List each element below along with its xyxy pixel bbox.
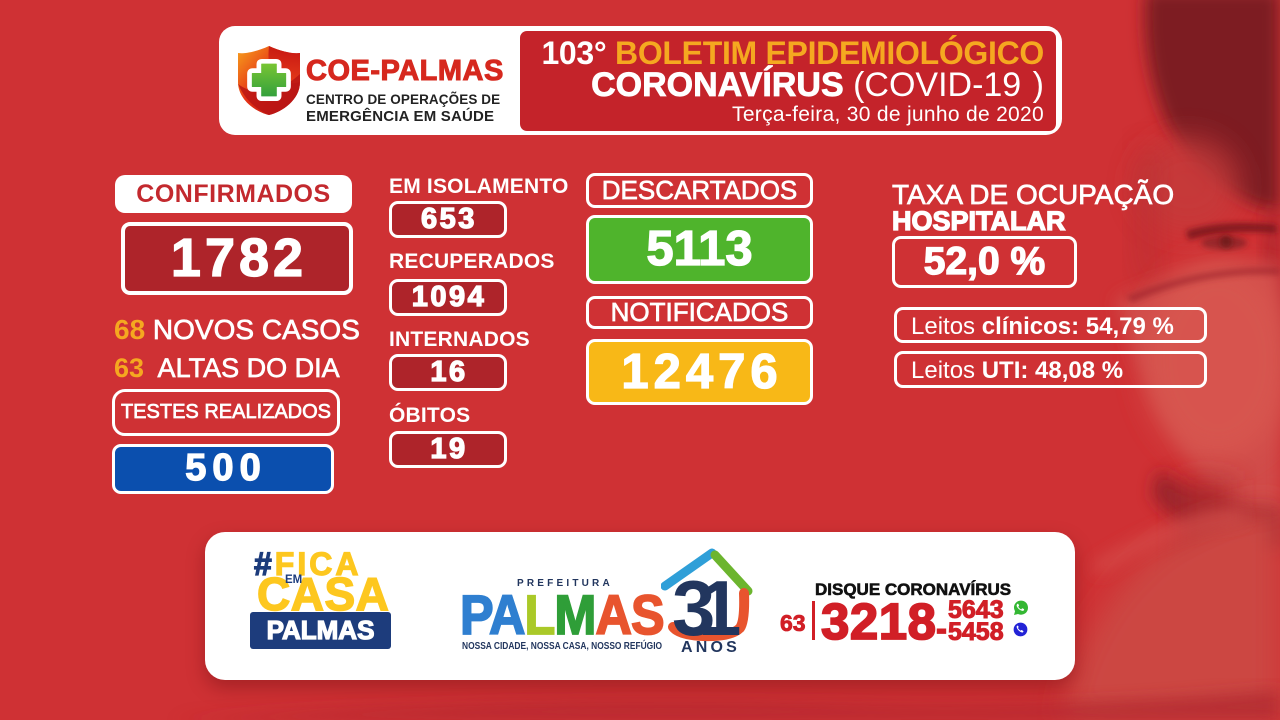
- svg-text:1: 1: [698, 564, 741, 652]
- svg-text:ANOS: ANOS: [681, 639, 740, 656]
- svg-text:3: 3: [672, 564, 715, 652]
